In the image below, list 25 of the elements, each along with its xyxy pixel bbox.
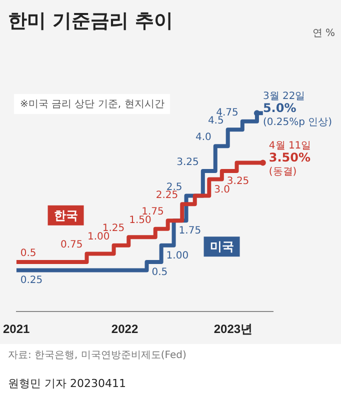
text: 한국 (54, 208, 78, 222)
text: 자료: 한국은행, 미국연방준비제도(Fed) (8, 349, 186, 362)
x-tick-label: 2021 (2, 322, 30, 336)
data-label: 3.0 (214, 184, 230, 196)
data-label: 1.50 (129, 214, 152, 226)
text: 연 % (312, 27, 335, 40)
data-label: 0.75 (60, 240, 83, 251)
x-tick-label: 2023년 (214, 322, 253, 336)
data-label: 2.25 (156, 190, 178, 202)
annotation: 4월 11일 3.50% (동결) (268, 140, 312, 178)
data-label: 3.25 (176, 156, 199, 168)
chart-title: 한미 기준금리 추이 (8, 9, 174, 34)
data-label: 0.25 (20, 275, 43, 286)
data-label: 1.75 (178, 226, 202, 237)
text: 미국 (210, 240, 234, 254)
data-label: 0.5 (152, 266, 168, 278)
text: ※미국 금리 상단 기준, 현지시간 (14, 94, 170, 114)
data-label: 1.00 (88, 231, 110, 242)
data-label: 4.0 (195, 132, 212, 144)
data-label: 0.5 (20, 248, 36, 259)
data-label: 1.00 (166, 250, 189, 262)
data-label: 4.5 (208, 116, 224, 127)
x-tick-label: 2022 (111, 322, 138, 336)
annotation: 3월 22일 5.0% (0.25%p 인상) (262, 91, 332, 128)
text: 원형민 기자 20230411 (8, 376, 126, 391)
